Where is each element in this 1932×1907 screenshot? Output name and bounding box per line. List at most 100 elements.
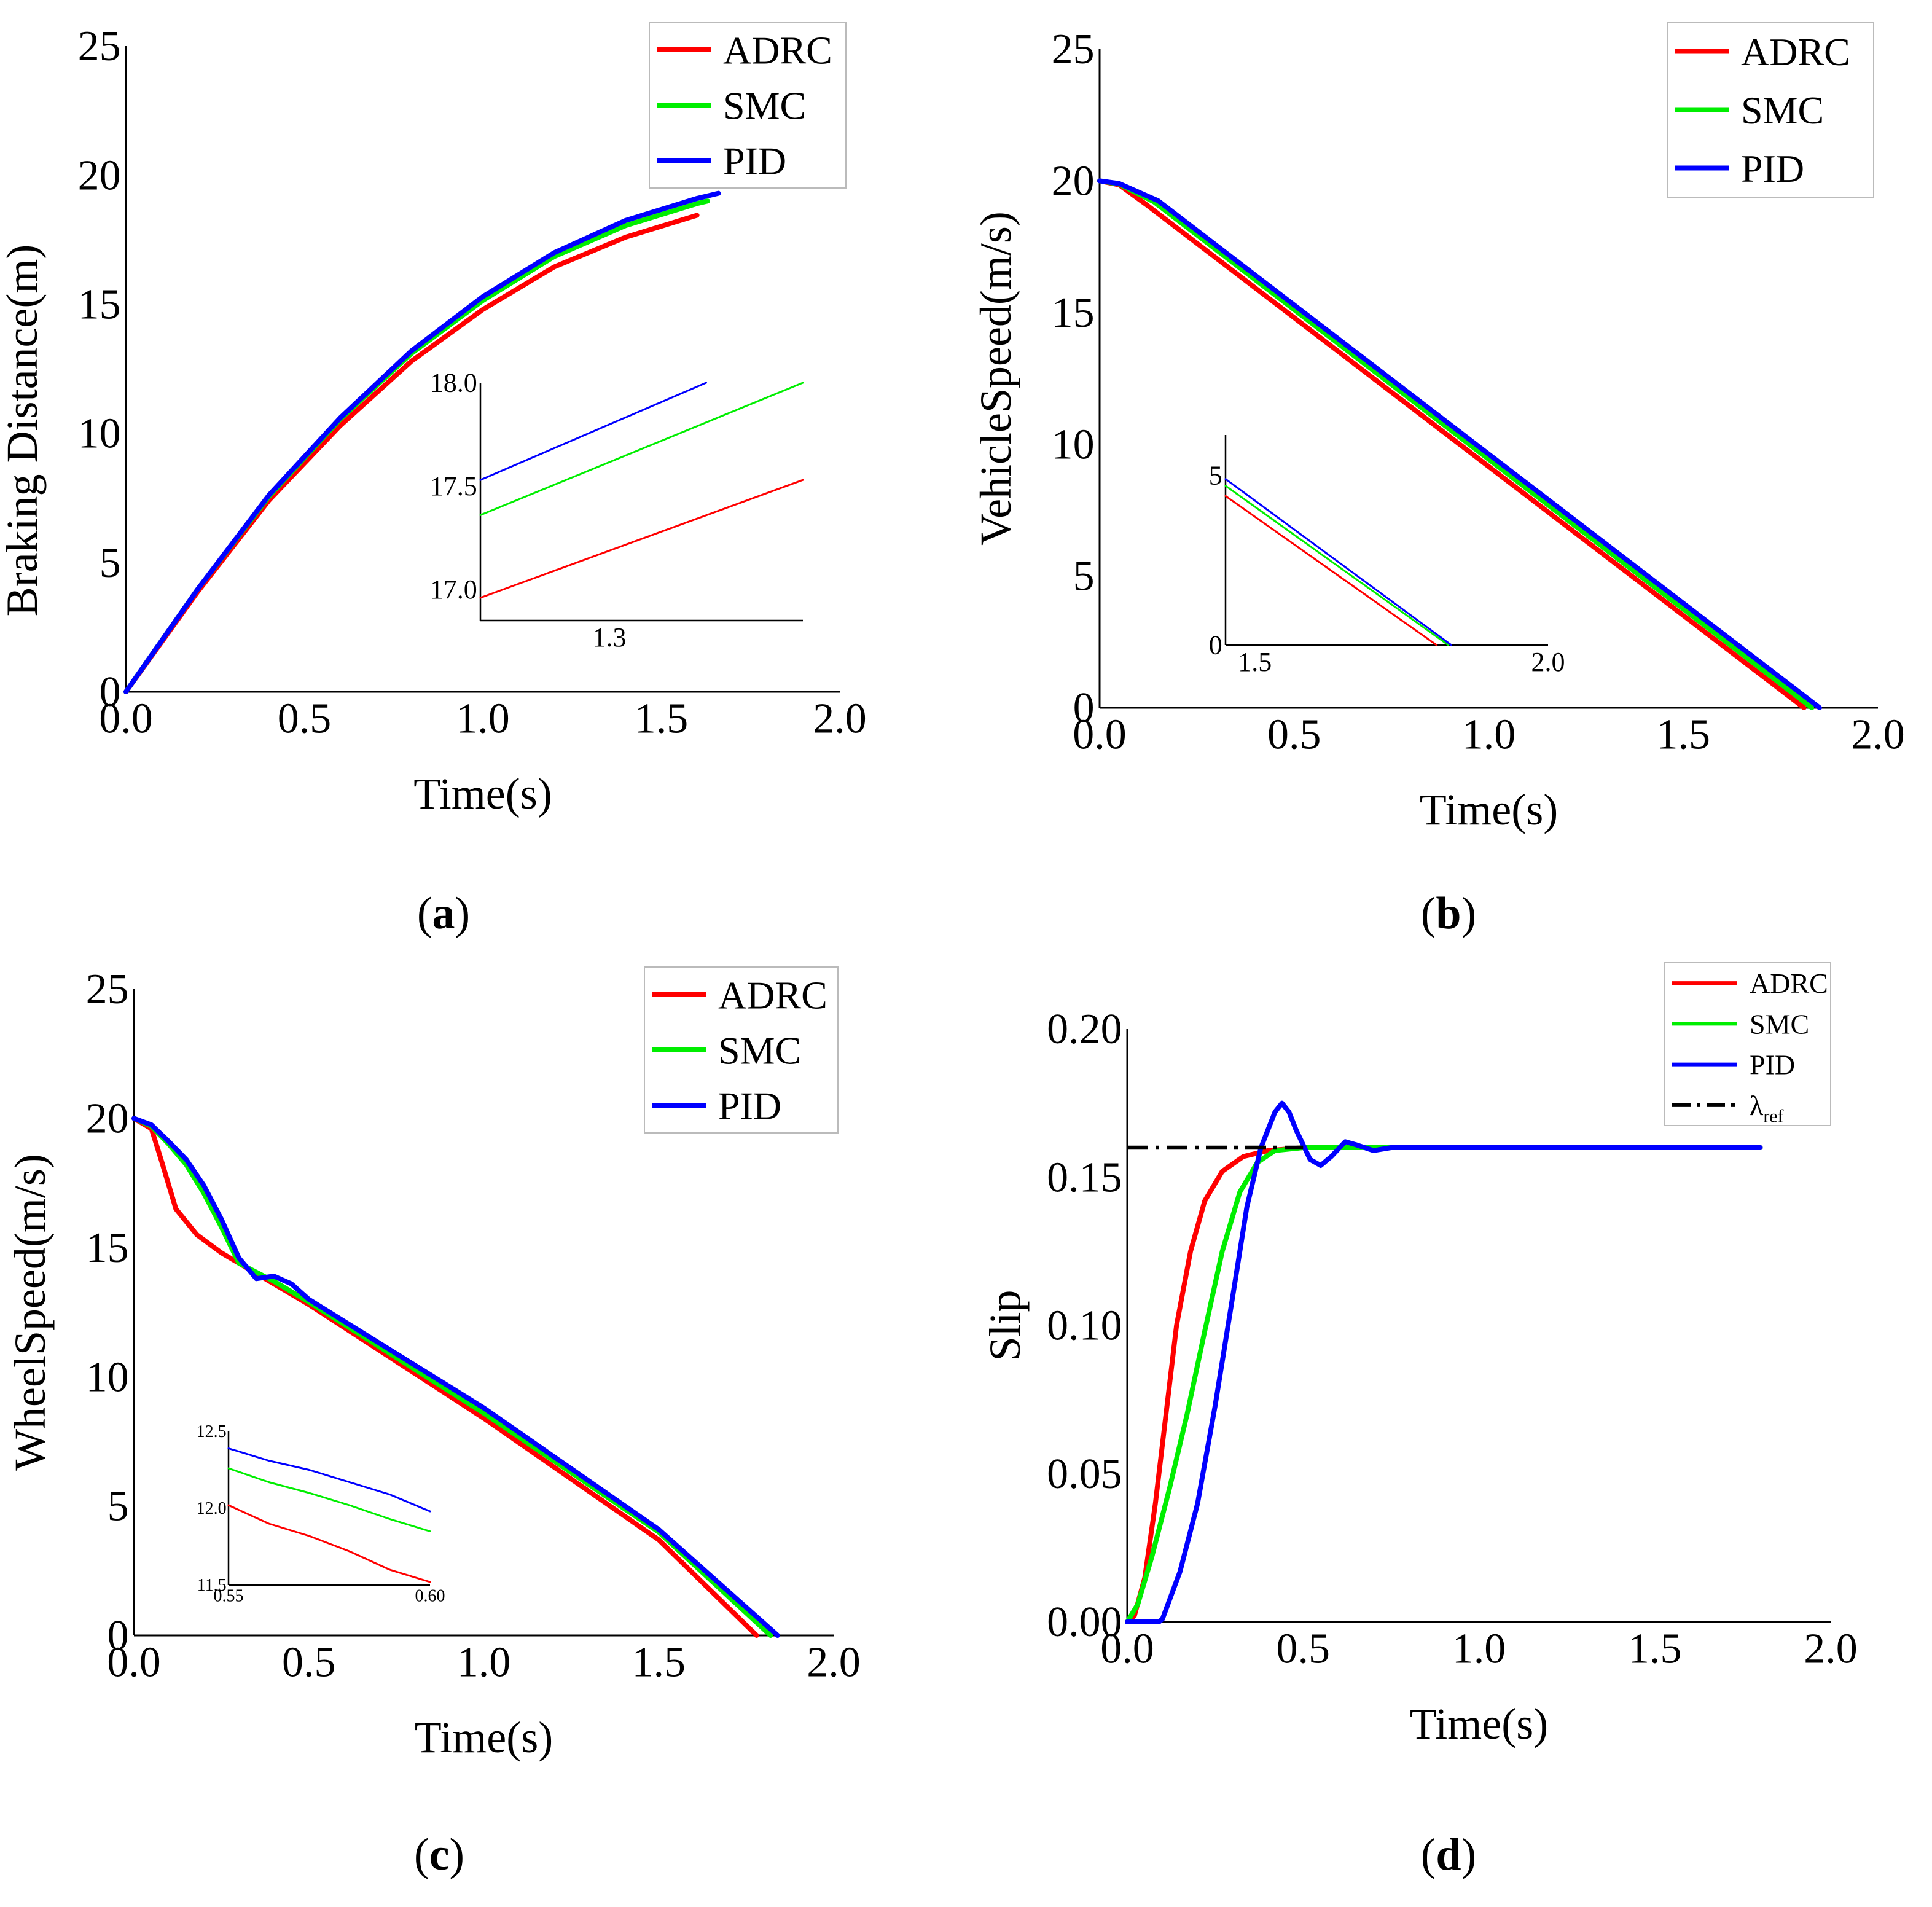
legend-label-smc: SMC [1741, 88, 1824, 132]
legend-label-smc: SMC [723, 84, 806, 127]
y-tick-label: 20 [78, 152, 121, 199]
series-adrc-line [1125, 1145, 1763, 1624]
y-axis-title: WheelSpeed(m/s) [6, 1154, 55, 1471]
y-tick-label: 5 [1073, 553, 1095, 600]
caption-b: (b) [1420, 888, 1477, 939]
inset-series-pid-line [227, 1447, 431, 1513]
legend-box [1664, 962, 1831, 1126]
inset-series-smc-line [227, 1467, 431, 1532]
x-tick-label: 0.5 [282, 1639, 336, 1686]
legend-label-adrc: ADRC [1741, 30, 1850, 74]
y-tick-label: 0.10 [1047, 1302, 1122, 1350]
y-tick-label: 0.05 [1047, 1451, 1122, 1498]
x-tick-label: 0.5 [278, 695, 332, 743]
x-tick-label: 0.5 [1277, 1626, 1331, 1673]
inset-y-tick-label: 0 [1209, 630, 1222, 660]
series-pid-line [1125, 1100, 1763, 1624]
legend-label-smc: SMC [718, 1028, 801, 1072]
series-pid-line [123, 190, 721, 694]
chart-b: 0.0 0.5 1.0 1.5 2.0 0 5 10 15 20 25 Time(s) VehicleS… [971, 22, 1905, 834]
inset-x-tick-label: 1.5 [1238, 647, 1272, 677]
legend: ADRC SMC PID λref [1664, 962, 1831, 1127]
inset-series-adrc-line [1224, 495, 1438, 646]
x-tick-label: 2.0 [1851, 711, 1905, 759]
inset-y-tick-label: 11.5 [197, 1576, 227, 1595]
y-tick-label: 0 [1073, 684, 1095, 732]
legend-label-pid: PID [718, 1084, 781, 1127]
chart-c: 0.0 0.5 1.0 1.5 2.0 0 5 10 15 20 25 Time(s) WheelSpe… [6, 966, 861, 1762]
legend: ADRC SMC PID [644, 966, 839, 1134]
x-axis-title: Time(s) [413, 769, 552, 818]
y-tick-label: 20 [1052, 158, 1095, 205]
y-axis-title: Braking Distance(m) [0, 245, 47, 617]
inset-series-adrc-line [227, 1504, 431, 1583]
legend-label-adrc: ADRC [723, 28, 832, 72]
y-tick-label: 10 [78, 410, 121, 458]
x-tick-label: 1.5 [632, 1639, 686, 1686]
x-tick-label: 1.0 [456, 695, 510, 743]
x-tick-label: 1.0 [1452, 1626, 1506, 1673]
series-pid-line [131, 1116, 780, 1638]
y-tick-label: 15 [78, 281, 121, 329]
y-tick-label: 0 [100, 668, 121, 716]
inset-b: 1.5 2.0 0 5 [1209, 435, 1565, 677]
legend-label-pid: PID [1741, 147, 1804, 190]
x-axis-title: Time(s) [1410, 1699, 1548, 1748]
legend: ADRC SMC PID [1667, 22, 1874, 198]
series-smc-line [123, 198, 710, 694]
y-tick-label: 10 [1052, 421, 1095, 468]
caption-c: (c) [413, 1830, 465, 1880]
legend-label-pid: PID [723, 139, 786, 182]
caption-d: (d) [1420, 1830, 1477, 1880]
y-tick-label: 0 [108, 1612, 129, 1659]
y-tick-label: 0.00 [1047, 1599, 1122, 1646]
inset-x-tick-label: 0.55 [214, 1587, 244, 1606]
legend-label-adrc: ADRC [1750, 968, 1828, 999]
x-tick-label: 1.5 [1628, 1626, 1682, 1673]
inset-y-tick-label: 17.5 [430, 471, 477, 501]
y-tick-label: 5 [108, 1483, 129, 1530]
x-tick-label: 2.0 [813, 695, 867, 743]
x-tick-label: 1.0 [457, 1639, 511, 1686]
inset-c: 0.55 0.60 11.5 12.0 12.5 [197, 1422, 445, 1605]
x-tick-label: 0.0 [107, 1639, 161, 1686]
x-axis-title: Time(s) [1420, 785, 1558, 834]
y-axis-title: VehicleSpeed(m/s) [971, 211, 1020, 546]
chart-a: 0.0 0.5 1.0 1.5 2.0 0 5 10 15 20 25 Time(s) Braking … [0, 22, 867, 818]
inset-series-pid-line [1224, 478, 1452, 646]
x-tick-label: 0.5 [1267, 711, 1321, 759]
x-tick-label: 1.5 [635, 695, 689, 743]
y-tick-label: 5 [100, 539, 121, 587]
legend-label-lambda-ref: λref [1750, 1090, 1784, 1127]
inset-a: 1.3 17.0 17.5 18.0 [430, 368, 804, 652]
inset-y-tick-label: 5 [1209, 461, 1222, 491]
x-axis-title: Time(s) [415, 1713, 553, 1762]
series-smc-line [1125, 1145, 1763, 1624]
x-tick-label: 1.5 [1657, 711, 1711, 759]
series-adrc-line [131, 1116, 759, 1638]
inset-y-tick-label: 17.0 [430, 574, 477, 605]
y-tick-label: 0.15 [1047, 1154, 1122, 1201]
inset-x-tick-label: 1.3 [593, 622, 627, 652]
y-tick-label: 10 [86, 1353, 129, 1401]
inset-x-tick-label: 2.0 [1531, 647, 1565, 677]
series-pid-line [1097, 178, 1822, 710]
inset-y-tick-label: 18.0 [430, 368, 477, 398]
x-tick-label: 1.0 [1462, 711, 1516, 759]
inset-series-pid-line [479, 382, 707, 481]
y-tick-label: 15 [1052, 289, 1095, 337]
caption-a: (a) [417, 888, 471, 939]
y-tick-label: 25 [78, 23, 121, 70]
legend-label-pid: PID [1750, 1049, 1795, 1081]
legend-label-smc: SMC [1750, 1008, 1809, 1040]
y-tick-label: 25 [86, 966, 129, 1013]
legend: ADRC SMC PID [649, 22, 847, 189]
inset-series-smc-line [479, 382, 804, 516]
x-tick-label: 2.0 [1804, 1626, 1858, 1673]
y-axis-title: Slip [980, 1290, 1030, 1361]
inset-series-adrc-line [479, 479, 804, 599]
inset-x-tick-label: 0.60 [415, 1587, 445, 1606]
inset-series-smc-line [1224, 485, 1450, 646]
x-tick-label: 2.0 [807, 1639, 861, 1686]
